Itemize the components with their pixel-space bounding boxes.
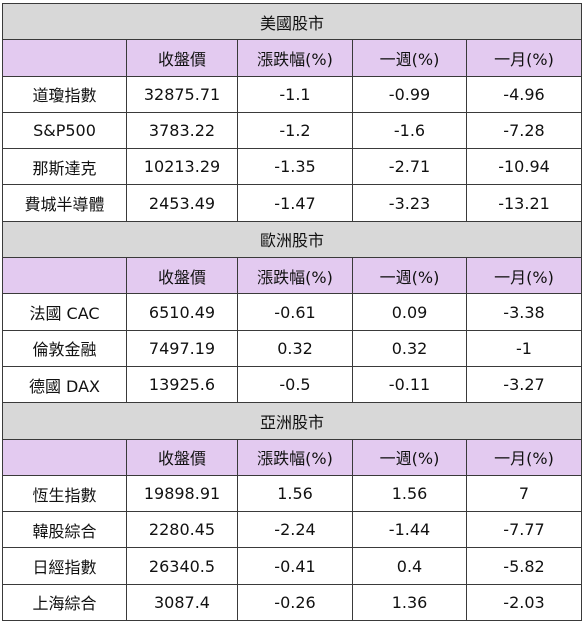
close-price-cell: 7497.19 <box>126 329 238 367</box>
month-change-pct-cell: 7 <box>465 474 583 513</box>
close-price-cell: 13925.6 <box>126 365 238 404</box>
row-name-cell: 韓股綜合 <box>2 511 127 549</box>
change-pct-cell: -1.2 <box>237 111 353 150</box>
month-change-pct-cell: -1 <box>465 329 583 367</box>
week-change-pct-cell: 1.36 <box>352 583 467 622</box>
table-row: 道瓊指數 32875.71 -1.1 -0.99 -4.96 <box>2 75 583 113</box>
week-change-pct-cell: 1.56 <box>352 474 467 513</box>
column-header-change-pct: 漲跌幅(%) <box>237 39 353 77</box>
table-row: 上海綜合 3087.4 -0.26 1.36 -2.03 <box>2 583 583 622</box>
month-change-pct-cell: -13.21 <box>465 184 583 222</box>
row-name-cell: 法國 CAC <box>2 293 127 331</box>
week-change-pct-cell: -3.23 <box>352 184 467 222</box>
week-change-pct-cell: -1.6 <box>352 111 467 150</box>
row-name-cell: 日經指數 <box>2 547 127 585</box>
column-header-row-name <box>2 257 127 295</box>
section-title: 亞洲股市 <box>1 402 583 440</box>
row-name-cell: S&P500 <box>2 111 127 150</box>
section-title: 美國股市 <box>1 2 583 41</box>
week-change-pct-cell: -0.11 <box>352 365 467 404</box>
column-header-week-change-pct: 一週(%) <box>352 257 467 295</box>
column-header-row: 收盤價 漲跌幅(%) 一週(%) 一月(%) <box>2 39 583 77</box>
week-change-pct-cell: -2.71 <box>352 148 467 186</box>
column-header-close-price: 收盤價 <box>126 438 238 476</box>
section-header-row: 歐洲股市 <box>1 220 583 259</box>
month-change-pct-cell: -7.77 <box>465 511 583 549</box>
close-price-cell: 3087.4 <box>126 583 238 622</box>
month-change-pct-cell: -10.94 <box>465 148 583 186</box>
section-header-row: 美國股市 <box>1 2 583 41</box>
close-price-cell: 26340.5 <box>126 547 238 585</box>
month-change-pct-cell: -5.82 <box>465 547 583 585</box>
column-header-row: 收盤價 漲跌幅(%) 一週(%) 一月(%) <box>2 438 583 476</box>
row-name-cell: 倫敦金融 <box>2 329 127 367</box>
row-name-cell: 費城半導體 <box>2 184 127 222</box>
month-change-pct-cell: -4.96 <box>465 75 583 113</box>
month-change-pct-cell: -3.38 <box>465 293 583 331</box>
column-header-row: 收盤價 漲跌幅(%) 一週(%) 一月(%) <box>2 257 583 295</box>
section-header-row: 亞洲股市 <box>1 402 583 440</box>
close-price-cell: 2453.49 <box>126 184 238 222</box>
column-header-row-name <box>2 39 127 77</box>
row-name-cell: 德國 DAX <box>2 365 127 404</box>
change-pct-cell: 0.32 <box>237 329 353 367</box>
column-header-change-pct: 漲跌幅(%) <box>237 438 353 476</box>
row-name-cell: 恆生指數 <box>2 474 127 513</box>
column-header-close-price: 收盤價 <box>126 257 238 295</box>
week-change-pct-cell: 0.4 <box>352 547 467 585</box>
table-row: 費城半導體 2453.49 -1.47 -3.23 -13.21 <box>2 184 583 222</box>
table-row: 韓股綜合 2280.45 -2.24 -1.44 -7.77 <box>2 511 583 549</box>
month-change-pct-cell: -2.03 <box>465 583 583 622</box>
column-header-week-change-pct: 一週(%) <box>352 39 467 77</box>
row-name-cell: 道瓊指數 <box>2 75 127 113</box>
table-row: 德國 DAX 13925.6 -0.5 -0.11 -3.27 <box>2 365 583 404</box>
week-change-pct-cell: -0.99 <box>352 75 467 113</box>
column-header-month-change-pct: 一月(%) <box>465 257 583 295</box>
close-price-cell: 19898.91 <box>126 474 238 513</box>
close-price-cell: 2280.45 <box>126 511 238 549</box>
change-pct-cell: -2.24 <box>237 511 353 549</box>
change-pct-cell: -0.26 <box>237 583 353 622</box>
month-change-pct-cell: -3.27 <box>465 365 583 404</box>
market-table-body: 美國股市 收盤價 漲跌幅(%) 一週(%) 一月(%) 道瓊指數 32875.71 -1.1-… <box>1 2 583 622</box>
table-row: 法國 CAC 6510.49 -0.61 0.09 -3.38 <box>2 293 583 331</box>
change-pct-cell: -0.5 <box>237 365 353 404</box>
week-change-pct-cell: -1.44 <box>352 511 467 549</box>
week-change-pct-cell: 0.32 <box>352 329 467 367</box>
month-change-pct-cell: -7.28 <box>465 111 583 150</box>
column-header-change-pct: 漲跌幅(%) <box>237 257 353 295</box>
week-change-pct-cell: 0.09 <box>352 293 467 331</box>
change-pct-cell: -1.1 <box>237 75 353 113</box>
column-header-month-change-pct: 一月(%) <box>465 39 583 77</box>
column-header-close-price: 收盤價 <box>126 39 238 77</box>
column-header-week-change-pct: 一週(%) <box>352 438 467 476</box>
close-price-cell: 3783.22 <box>126 111 238 150</box>
close-price-cell: 6510.49 <box>126 293 238 331</box>
table-row: 日經指數 26340.5 -0.41 0.4 -5.82 <box>2 547 583 585</box>
column-header-row-name <box>2 438 127 476</box>
change-pct-cell: -1.35 <box>237 148 353 186</box>
section-title: 歐洲股市 <box>1 220 583 259</box>
table-row: 倫敦金融 7497.19 0.32 0.32 -1 <box>2 329 583 367</box>
close-price-cell: 10213.29 <box>126 148 238 186</box>
table-row: S&P500 3783.22 -1.2 -1.6 -7.28 <box>2 111 583 150</box>
row-name-cell: 上海綜合 <box>2 583 127 622</box>
table-row: 那斯達克 10213.29 -1.35 -2.71 -10.94 <box>2 148 583 186</box>
row-name-cell: 那斯達克 <box>2 148 127 186</box>
column-header-month-change-pct: 一月(%) <box>465 438 583 476</box>
change-pct-cell: -0.61 <box>237 293 353 331</box>
table-row: 恆生指數 19898.91 1.56 1.56 7 <box>2 474 583 513</box>
market-table: 美國股市 收盤價 漲跌幅(%) 一週(%) 一月(%) 道瓊指數 32875.71 -1.1-… <box>1 2 583 622</box>
close-price-cell: 32875.71 <box>126 75 238 113</box>
change-pct-cell: -0.41 <box>237 547 353 585</box>
change-pct-cell: -1.47 <box>237 184 353 222</box>
change-pct-cell: 1.56 <box>237 474 353 513</box>
